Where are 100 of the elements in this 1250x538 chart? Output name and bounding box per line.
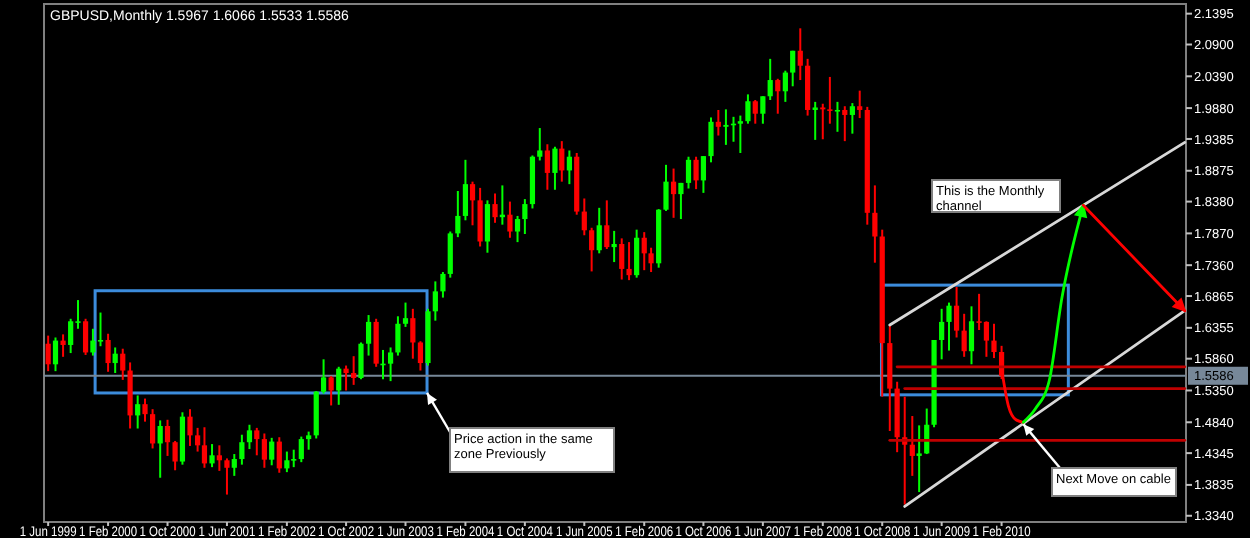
candlestick	[358, 341, 364, 381]
candlestick	[320, 358, 327, 395]
candlestick	[737, 114, 743, 154]
candlestick	[224, 457, 230, 496]
candlestick	[812, 100, 818, 141]
candlestick	[752, 99, 758, 125]
candlestick	[953, 286, 960, 339]
candlestick	[284, 450, 290, 474]
candlestick	[745, 93, 751, 125]
candlestick	[849, 102, 855, 135]
candlestick	[544, 143, 550, 191]
candlestick	[887, 324, 893, 432]
candlestick	[552, 145, 558, 191]
candlestick	[634, 228, 640, 279]
candlestick	[298, 435, 304, 464]
candlestick	[142, 397, 148, 423]
candlestick	[313, 390, 319, 440]
candlestick	[626, 241, 632, 282]
candlestick	[685, 155, 692, 190]
candlestick	[112, 346, 118, 375]
candlestick	[522, 198, 528, 236]
candlestick	[857, 89, 863, 120]
candlestick	[164, 418, 171, 457]
candlestick	[507, 200, 513, 239]
candlestick	[351, 355, 357, 386]
candlestick	[834, 100, 841, 133]
candlestick	[916, 424, 922, 494]
candlestick	[336, 365, 342, 406]
candlestick	[693, 155, 699, 191]
candlestick	[529, 154, 536, 210]
candlestick	[619, 237, 625, 281]
candlestick	[946, 301, 952, 352]
candlestick	[417, 340, 424, 372]
candlestick	[708, 116, 714, 164]
candlestick	[872, 184, 878, 264]
candlestick	[306, 430, 312, 451]
candlestick	[469, 180, 476, 227]
candlestick	[187, 408, 193, 447]
candlestick	[157, 419, 163, 479]
candlestick	[596, 206, 602, 255]
candlestick	[150, 408, 156, 450]
candlestick	[492, 192, 498, 224]
candlestick	[179, 411, 186, 466]
candlestick	[105, 332, 111, 373]
candlestick	[641, 231, 647, 272]
candlestick	[700, 155, 707, 194]
candlestick	[239, 433, 245, 466]
candlestick	[135, 394, 141, 430]
candlestick	[909, 415, 915, 477]
candlestick	[276, 436, 282, 474]
candlestick	[68, 317, 74, 355]
candlestick	[566, 149, 572, 186]
candlestick	[269, 436, 275, 467]
candlestick	[373, 317, 379, 368]
candlestick	[82, 317, 89, 356]
candlestick	[767, 57, 773, 101]
candlestick	[983, 320, 990, 358]
candlestick	[782, 69, 788, 103]
candlestick	[604, 199, 610, 250]
candlestick	[760, 95, 766, 125]
candlestick	[537, 127, 543, 162]
candlestick	[484, 199, 491, 254]
candlestick	[842, 105, 848, 143]
candlestick	[209, 443, 215, 469]
candlestick	[402, 301, 409, 328]
candlestick	[328, 375, 334, 407]
candlestick	[991, 322, 997, 360]
candlestick	[261, 432, 267, 469]
candlestick	[343, 364, 349, 392]
candlestick	[97, 311, 104, 348]
candlestick	[559, 140, 565, 183]
candlestick	[462, 158, 469, 222]
candlestick	[589, 226, 595, 273]
candlestick	[670, 167, 677, 219]
candlestick	[723, 108, 729, 146]
candlestick	[246, 423, 253, 451]
candlestick	[410, 307, 416, 360]
candlestick	[715, 108, 721, 137]
candlestick	[611, 229, 617, 264]
candlestick	[172, 439, 178, 472]
candlestick	[45, 334, 51, 373]
candlestick	[231, 453, 237, 477]
candlestick	[52, 336, 59, 373]
candlestick	[939, 307, 945, 361]
candlestick	[201, 426, 208, 469]
candlestick	[477, 186, 483, 248]
candlestick	[90, 327, 96, 357]
candlestick	[455, 190, 461, 239]
candlestick	[797, 27, 803, 82]
candlestick	[961, 312, 967, 358]
candlestick	[820, 102, 826, 141]
candlestick	[365, 314, 372, 357]
candlestick	[60, 333, 66, 358]
candlestick	[581, 197, 587, 237]
candlestick	[790, 49, 796, 88]
candlestick	[968, 305, 975, 366]
candlestick	[216, 444, 222, 472]
candlestick	[254, 426, 260, 457]
candlestick	[805, 57, 811, 117]
candlestick	[775, 77, 781, 115]
